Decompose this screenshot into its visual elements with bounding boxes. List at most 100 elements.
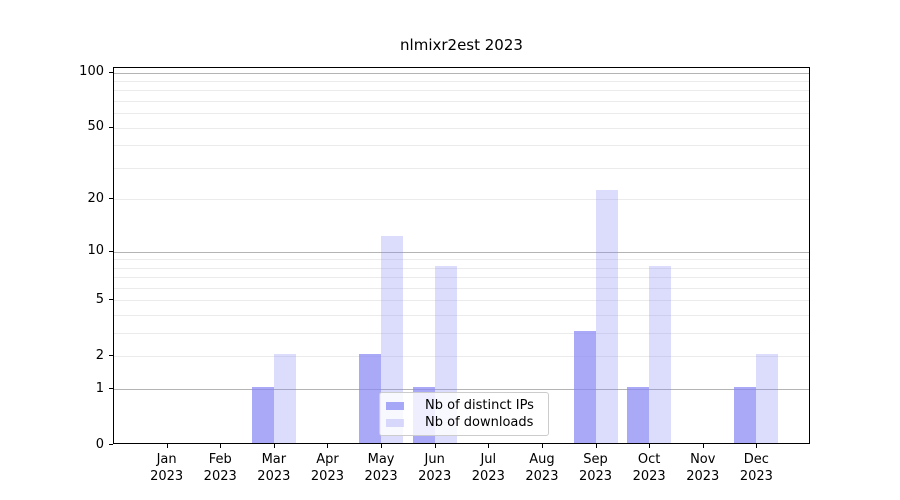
bar-distinct-ips-sep	[573, 331, 596, 443]
x-tick-label: Sep 2023	[564, 451, 628, 485]
bar-downloads-dec	[756, 354, 779, 443]
x-tick-label-line: 2023	[525, 469, 559, 484]
gridline-minor	[114, 259, 809, 261]
legend-label-downloads: Nb of downloads	[425, 415, 534, 430]
x-tick-mark	[166, 444, 168, 448]
x-tick-mark	[488, 444, 490, 448]
legend-swatch-downloads	[386, 418, 404, 427]
bar-downloads-mar	[273, 354, 296, 443]
x-tick-label: Apr 2023	[295, 451, 359, 485]
x-tick-mark	[220, 444, 222, 448]
x-tick-label-line: 2023	[257, 469, 291, 484]
x-tick-mark	[649, 444, 651, 448]
x-tick-label-line: Feb	[208, 452, 232, 467]
gridline-minor	[114, 90, 809, 92]
legend-swatch-distinct-ips	[386, 401, 404, 410]
x-tick-mark	[381, 444, 383, 448]
x-tick-label-line: Aug	[529, 452, 555, 467]
x-tick-label: Dec 2023	[724, 451, 788, 485]
y-tick-label: 2	[95, 347, 104, 363]
gridline-minor	[114, 356, 809, 358]
x-tick-label: Oct 2023	[617, 451, 681, 485]
y-tick-mark	[109, 444, 113, 445]
x-tick-label: Jan 2023	[135, 451, 199, 485]
gridline-decade	[114, 389, 809, 391]
legend-item-downloads: Nb of downloads	[386, 415, 541, 430]
bar-distinct-ips-dec	[734, 387, 757, 443]
x-tick-mark	[273, 444, 275, 448]
y-tick-label: 1	[95, 380, 104, 396]
x-tick-label-line: 2023	[364, 469, 398, 484]
gridline-minor	[114, 288, 809, 289]
x-tick-label-line: 2023	[686, 469, 720, 484]
x-tick-mark	[756, 444, 758, 448]
y-tick-mark	[109, 388, 113, 390]
gridline-minor	[114, 333, 809, 335]
bar-downloads-sep	[595, 190, 618, 443]
x-tick-label: Jun 2023	[403, 451, 467, 485]
bar-downloads-oct	[649, 265, 672, 443]
y-tick-label: 100	[79, 64, 104, 80]
gridline-minor	[114, 101, 809, 103]
y-tick-label: 20	[87, 190, 104, 206]
x-tick-label-line: Oct	[637, 452, 661, 467]
bar-distinct-ips-oct	[627, 387, 650, 443]
x-tick-label-line: 2023	[578, 469, 613, 484]
y-tick-mark	[109, 198, 113, 200]
x-tick-label-line: 2023	[632, 469, 666, 484]
x-tick-label-line: Sep	[583, 452, 608, 467]
x-tick-mark	[595, 444, 597, 448]
chart-title: nlmixr2est 2023	[400, 36, 523, 54]
x-tick-label-line: 2023	[418, 469, 452, 484]
y-tick-mark	[109, 250, 113, 252]
y-tick-label: 0	[95, 436, 104, 452]
x-tick-label-line: Nov	[690, 452, 716, 467]
gridline-minor	[114, 315, 809, 317]
gridline-minor	[114, 127, 809, 129]
gridline-decade	[114, 72, 809, 74]
x-tick-label-line: Apr	[316, 452, 339, 467]
bar-distinct-ips-mar	[251, 387, 274, 443]
x-tick-label-line: 2023	[203, 469, 237, 484]
x-tick-label: Nov 2023	[671, 451, 735, 485]
x-tick-label-line: 2023	[471, 469, 505, 484]
x-tick-label-line: Jan	[156, 452, 177, 467]
y-tick-label: 50	[87, 119, 104, 135]
gridline-minor	[114, 113, 809, 115]
x-tick-label-line: May	[367, 452, 395, 467]
y-tick-mark	[109, 355, 113, 357]
legend-item-distinct-ips: Nb of distinct IPs	[386, 398, 541, 413]
x-tick-label: May 2023	[349, 451, 413, 485]
x-tick-label: Aug 2023	[510, 451, 574, 485]
x-tick-mark	[702, 444, 704, 448]
gridline-minor	[114, 199, 809, 201]
x-tick-label-line: Mar	[261, 452, 287, 467]
gridline-minor	[114, 300, 809, 302]
legend-label-distinct-ips: Nb of distinct IPs	[425, 398, 534, 413]
x-tick-label-line: 2023	[310, 469, 344, 484]
y-tick-mark	[109, 71, 113, 73]
x-tick-label-line: 2023	[150, 469, 184, 484]
y-tick-mark	[109, 299, 113, 301]
gridline-minor	[114, 267, 809, 269]
x-tick-label: Jul 2023	[456, 451, 520, 485]
gridline-minor	[114, 167, 809, 169]
x-tick-label-line: Jul	[480, 452, 497, 467]
gridline-decade	[114, 251, 809, 253]
gridline-minor	[114, 277, 809, 279]
y-tick-label: 5	[95, 291, 104, 307]
x-tick-label-line: 2023	[739, 469, 773, 484]
bar-distinct-ips-may	[359, 354, 382, 443]
x-tick-mark	[327, 444, 329, 448]
x-tick-label: Feb 2023	[188, 451, 252, 485]
y-tick-label: 10	[87, 243, 104, 259]
gridline-minor	[114, 81, 809, 83]
x-tick-label-line: Dec	[743, 452, 769, 467]
x-tick-mark	[541, 444, 543, 448]
x-tick-label-line: Jun	[424, 452, 445, 467]
x-tick-mark	[434, 444, 436, 448]
x-tick-label: Mar 2023	[242, 451, 306, 485]
bar-downloads-may	[381, 236, 404, 443]
gridline-minor	[114, 145, 809, 147]
